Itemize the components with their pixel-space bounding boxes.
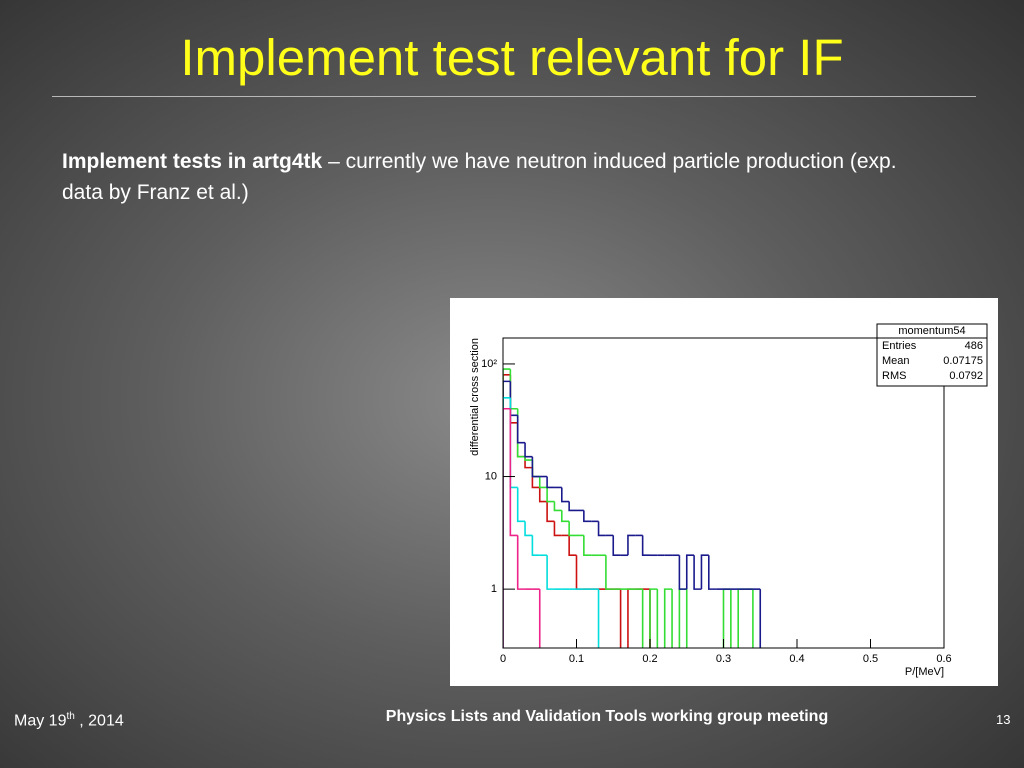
- title-rule: [52, 96, 976, 97]
- histogram-bin: [649, 588, 658, 648]
- histogram-bin: [546, 487, 555, 503]
- histogram-bin: [568, 521, 577, 537]
- histogram-bin: [531, 535, 540, 557]
- stats-value: 0.07175: [943, 355, 983, 367]
- stats-label: Mean: [882, 355, 910, 367]
- histogram-bin: [619, 589, 622, 648]
- histogram-bin: [503, 380, 511, 648]
- histogram-bin: [524, 456, 533, 461]
- body-text: Implement tests in artg4tk – currently w…: [62, 146, 942, 208]
- histogram-bin: [516, 535, 526, 590]
- page-number: 13: [996, 712, 1011, 727]
- histogram-bin: [538, 487, 548, 503]
- histogram-bin: [503, 368, 511, 648]
- date-year: , 2014: [74, 712, 124, 730]
- histogram-bin: [509, 369, 518, 410]
- x-tick-label: 0.4: [789, 653, 804, 665]
- y-tick-label: 1: [491, 583, 497, 595]
- stats-value: 486: [965, 340, 983, 352]
- y-tick-label: 10: [485, 470, 497, 482]
- body-rest: – currently we have neutron induced part…: [62, 150, 897, 204]
- histogram-bin: [641, 535, 650, 557]
- histogram-bin: [538, 589, 541, 648]
- histogram-bin: [546, 476, 555, 489]
- histogram-bin: [597, 589, 600, 648]
- histogram-bin: [641, 589, 644, 648]
- plot-area: [503, 368, 762, 648]
- histogram-bin: [538, 476, 548, 489]
- histogram-bin: [561, 510, 570, 523]
- histogram-bin: [568, 535, 577, 557]
- x-axis-title: P/[MeV]: [905, 666, 944, 678]
- histogram-bin: [516, 487, 526, 523]
- histogram-bin: [685, 554, 695, 590]
- histogram-bin: [531, 456, 540, 478]
- histogram-bin: [627, 534, 636, 556]
- histogram-bin: [605, 555, 614, 590]
- histogram-bin: [752, 589, 754, 648]
- histogram-bin: [524, 521, 533, 537]
- histogram-bin: [597, 521, 606, 537]
- histogram-bin: [531, 467, 540, 489]
- histogram-bin: [503, 374, 511, 648]
- histogram-bin: [503, 407, 511, 648]
- stats-box: [876, 323, 988, 387]
- histogram-bin: [546, 555, 555, 590]
- histogram-bin: [531, 460, 540, 478]
- histogram-bin: [503, 397, 511, 648]
- y-axis-title: differential cross section: [469, 338, 481, 456]
- histogram-bin: [516, 422, 526, 458]
- histogram-bin: [553, 521, 562, 537]
- chart: 0 0.1 0.2 0.3 0.4 0.5 0.6 1 10 10² P/[MeV] differen…: [450, 298, 998, 686]
- stats-value: 0.0792: [949, 370, 983, 382]
- histogram-bin: [509, 381, 518, 417]
- histogram-bin: [759, 589, 762, 648]
- stats-label: RMS: [882, 370, 906, 382]
- histogram-bin: [546, 501, 555, 523]
- histogram-bin: [568, 501, 577, 512]
- footer-meeting: Physics Lists and Validation Tools worki…: [385, 708, 829, 725]
- histogram-bin: [524, 442, 533, 458]
- date-sup: th: [66, 711, 75, 722]
- stats-label: Entries: [882, 340, 917, 352]
- histogram-bin: [583, 510, 592, 523]
- histogram-bin: [693, 555, 702, 590]
- histogram-bin: [509, 408, 518, 537]
- x-tick-label: 0: [500, 653, 506, 665]
- stats-name: momentum54: [898, 325, 965, 337]
- y-tick-label: 10²: [481, 358, 497, 370]
- histogram-bin: [663, 588, 673, 648]
- histogram-bin: [583, 535, 592, 557]
- histogram-bin: [516, 408, 526, 458]
- histogram-bin: [700, 554, 709, 590]
- x-tick-label: 0.2: [642, 653, 657, 665]
- x-tick-label: 0.5: [863, 653, 878, 665]
- slide-title: Implement test relevant for IF: [180, 29, 844, 86]
- footer-date: May 19th , 2014: [14, 711, 124, 730]
- histogram-bin: [509, 397, 518, 489]
- histogram-bin: [671, 589, 673, 648]
- date-day: May 19: [14, 712, 67, 730]
- histogram-bin: [708, 555, 717, 590]
- x-tick-label: 0.1: [569, 653, 584, 665]
- histogram-bin: [678, 555, 687, 590]
- histogram-bin: [730, 589, 732, 648]
- histogram-bin: [561, 487, 570, 503]
- x-tick-label: 0.6: [936, 653, 951, 665]
- histogram-bin: [553, 501, 562, 512]
- x-tick-label: 0.3: [716, 653, 731, 665]
- body-bold: Implement tests in artg4tk: [62, 150, 323, 173]
- histogram-bin: [575, 555, 584, 590]
- histogram-bin: [524, 456, 533, 469]
- histogram-bin: [656, 589, 659, 648]
- histogram-bin: [612, 535, 621, 557]
- histogram-bin: [685, 589, 688, 648]
- histogram-bin: [516, 415, 526, 444]
